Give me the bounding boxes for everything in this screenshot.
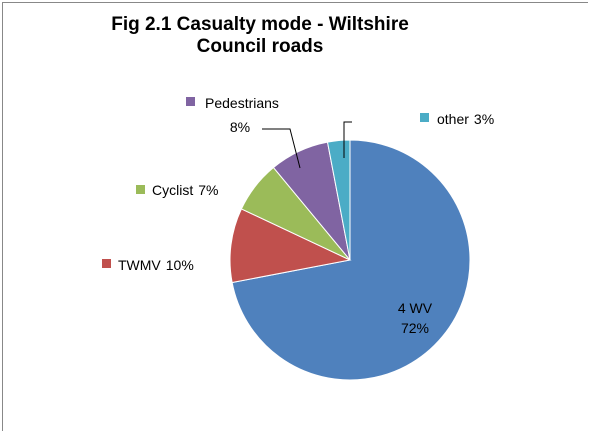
data-label-name: Pedestrians (205, 95, 279, 111)
data-label-name: other (437, 111, 469, 127)
data-label-name: TWMV (118, 257, 161, 273)
legend-key (102, 259, 111, 268)
data-label-value: 72% (401, 320, 429, 336)
data-label-value: 7% (198, 182, 218, 198)
data-label-value: 8% (230, 119, 250, 135)
legend-key (186, 97, 195, 106)
leader-line (343, 121, 352, 158)
legend-key (136, 185, 145, 194)
data-label: TWMV 10% (118, 257, 194, 273)
leader-line (262, 128, 301, 169)
legend-key (420, 113, 429, 122)
pie-slice (229, 208, 352, 284)
chart-title: Fig 2.1 Casualty mode - Wiltshire Counci… (111, 14, 409, 57)
data-label-name: Cyclist (152, 182, 193, 198)
data-label: other 3% (437, 111, 494, 127)
data-label: Cyclist 7% (152, 182, 218, 198)
data-label-name: 4 WV (398, 300, 433, 316)
pie-slice (326, 139, 351, 261)
data-label-value: 3% (474, 111, 494, 127)
data-label-value: 10% (166, 257, 194, 273)
